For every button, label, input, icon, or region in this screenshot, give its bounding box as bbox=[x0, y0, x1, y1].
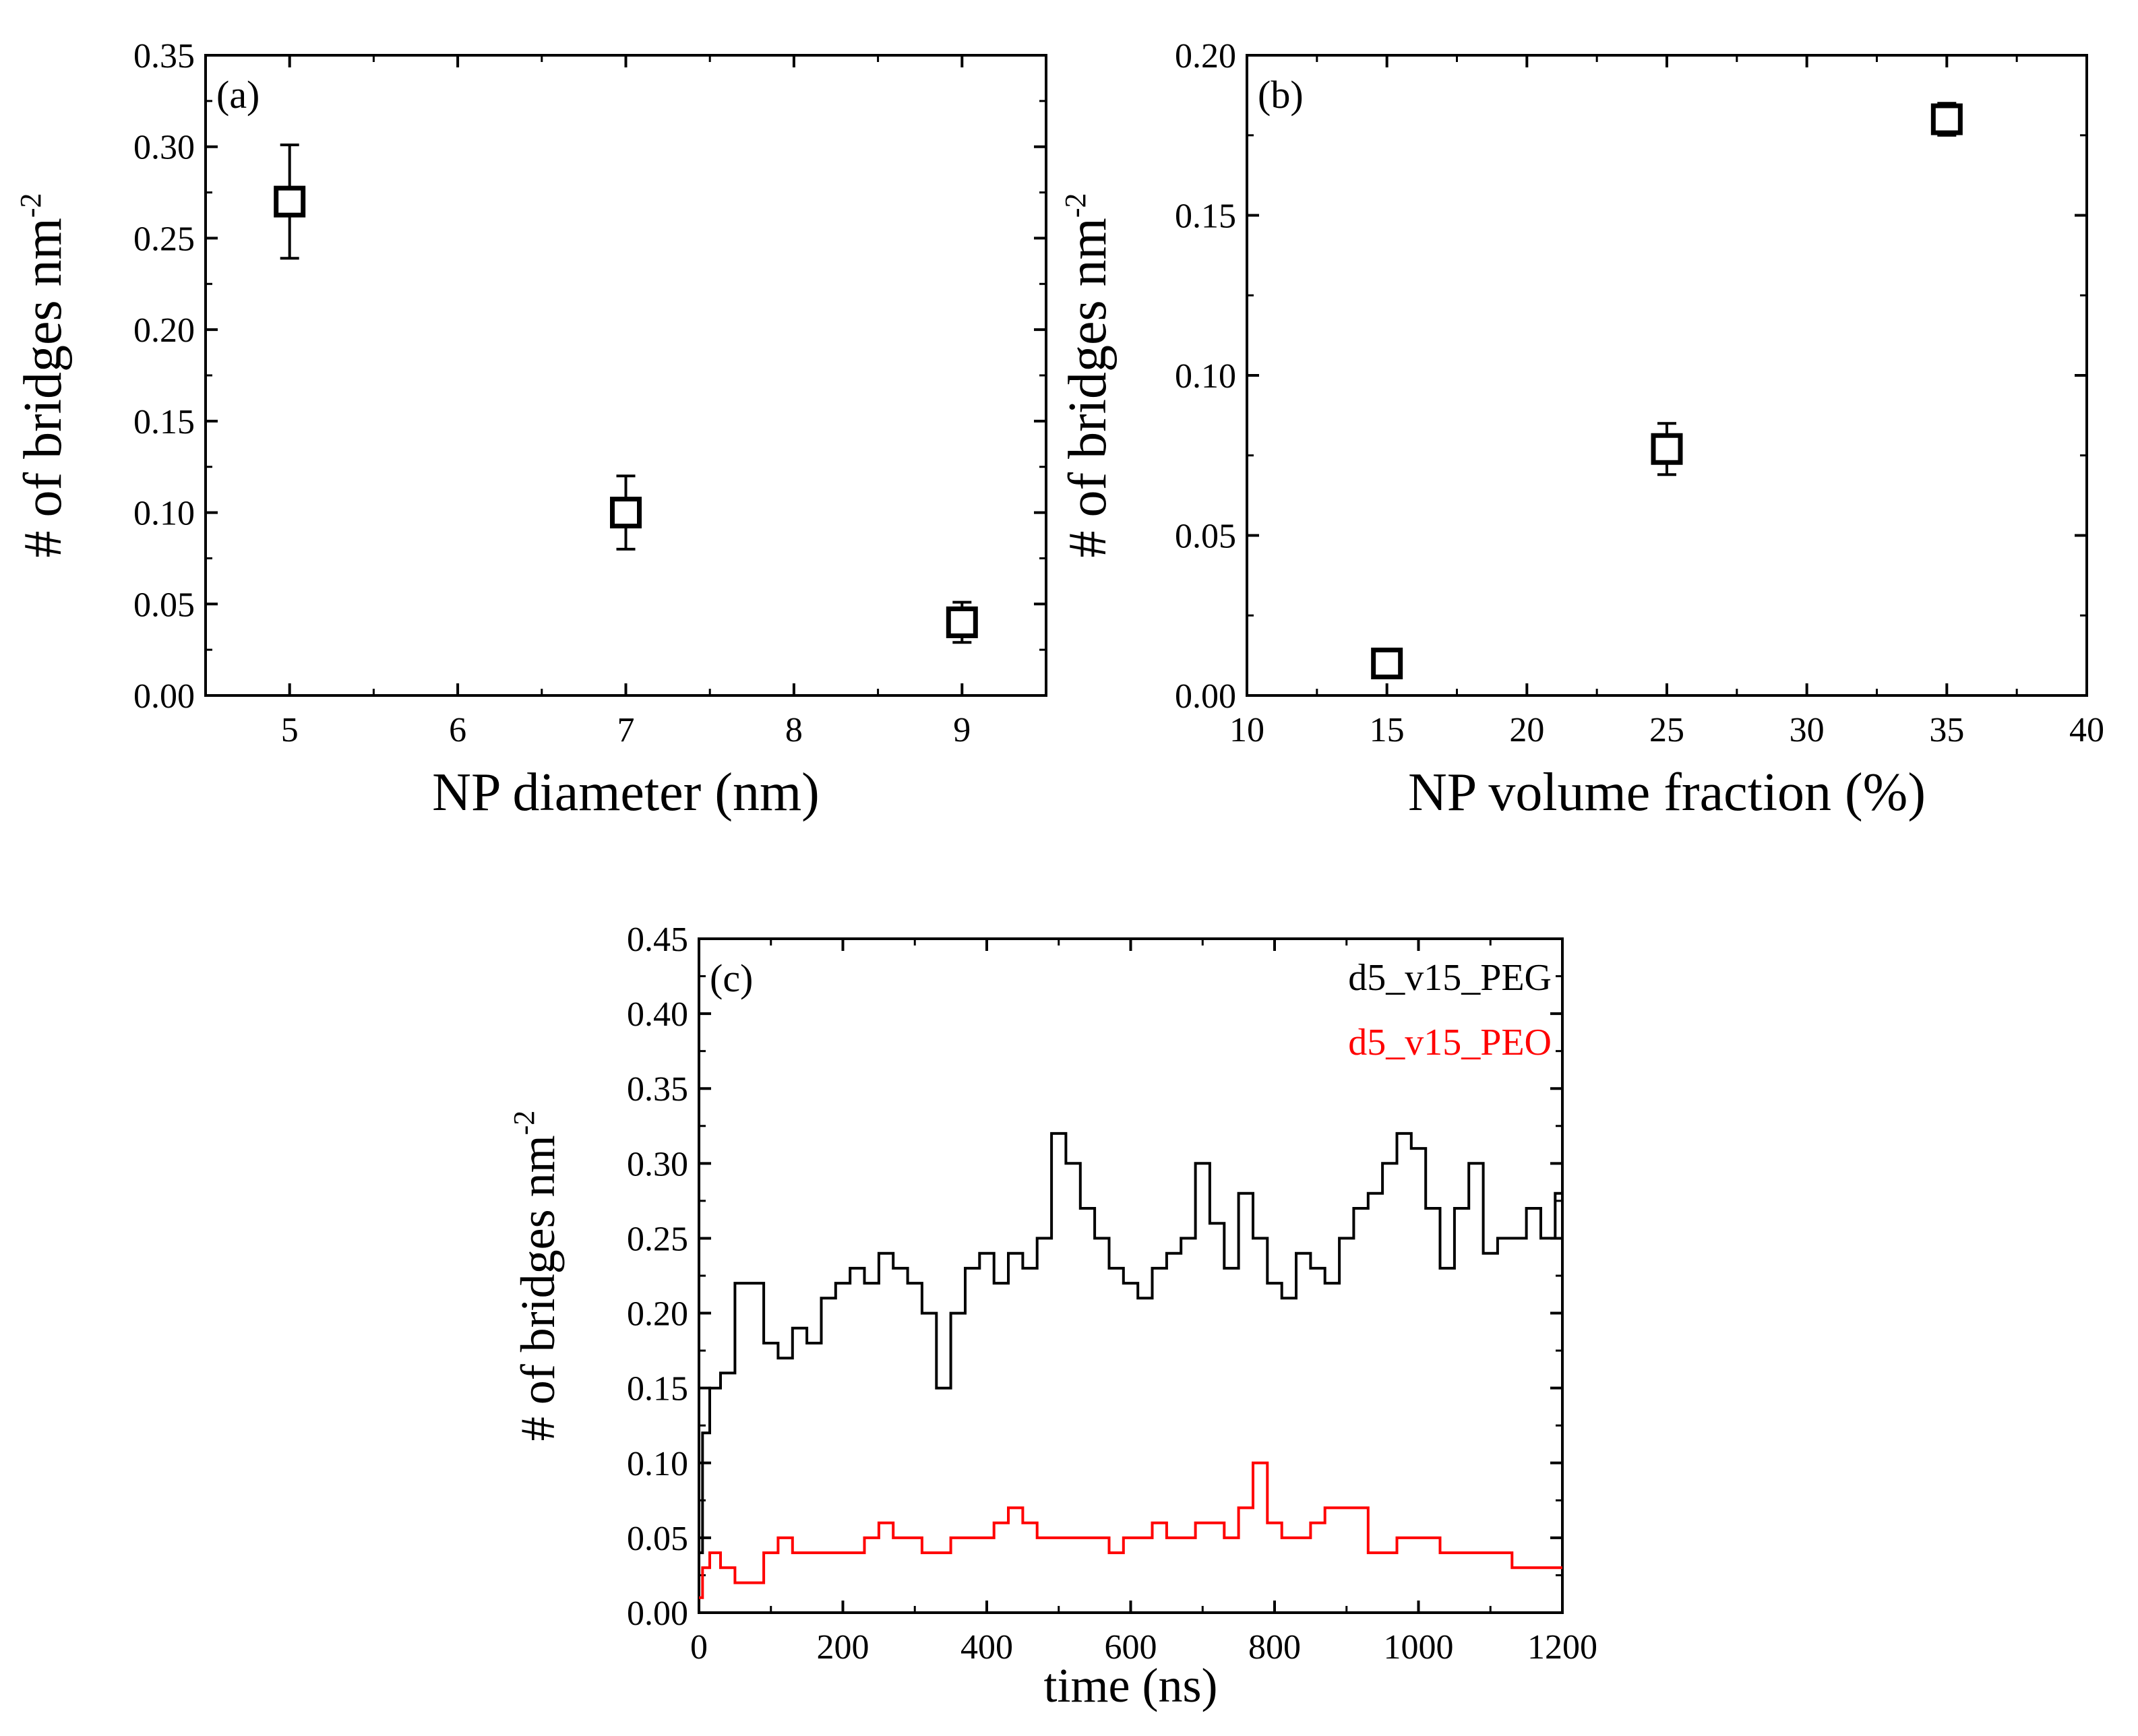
y-axis-title-main: # of bridges nm bbox=[1058, 218, 1118, 557]
y-tick-label: 0.20 bbox=[1175, 37, 1236, 75]
y-tick-label: 0.35 bbox=[133, 37, 195, 75]
x-tick-label: 5 bbox=[281, 711, 299, 749]
data-point bbox=[1930, 102, 1963, 137]
x-axis-title: time (ns) bbox=[1044, 1658, 1218, 1712]
data-point bbox=[610, 474, 642, 551]
x-tick-label: 10 bbox=[1229, 711, 1264, 749]
x-tick-label: 800 bbox=[1248, 1628, 1301, 1667]
panel-label: (a) bbox=[216, 73, 259, 117]
x-axis-title: NP diameter (nm) bbox=[432, 763, 820, 822]
panel-b: 10 15 20 25 30 35 40 0.00 0.05 0.10 0.15 0.20 NP vol… bbox=[1058, 37, 2104, 822]
x-tick-label: 9 bbox=[953, 711, 971, 749]
y-tick-label: 0.35 bbox=[627, 1070, 688, 1109]
square-marker bbox=[1930, 103, 1963, 135]
y-tick-label: 0.15 bbox=[133, 403, 195, 441]
y-axis-title: # of bridges nm-2 bbox=[508, 1111, 565, 1442]
x-tick-label: 20 bbox=[1509, 711, 1544, 749]
panel-a: 5 6 7 8 9 0.00 0.05 0.10 0.15 0.20 0.25 0.30 0.35 NP … bbox=[13, 37, 1047, 822]
x-tick-label: 25 bbox=[1649, 711, 1684, 749]
x-tick-label: 6 bbox=[449, 711, 466, 749]
data-point bbox=[274, 144, 306, 260]
y-tick-label: 0.05 bbox=[133, 586, 195, 624]
y-tick-label: 0.00 bbox=[627, 1594, 688, 1633]
square-marker bbox=[274, 185, 306, 218]
x-tick-label: 30 bbox=[1790, 711, 1825, 749]
panel-label: (c) bbox=[710, 956, 753, 1000]
y-axis-title-main: # of bridges nm bbox=[511, 1135, 565, 1441]
square-marker bbox=[610, 497, 642, 529]
y-axis-title-superscript: -2 bbox=[508, 1111, 541, 1136]
series-line-d5_v15_peo bbox=[699, 1461, 1562, 1599]
y-axis-title-superscript: -2 bbox=[14, 193, 47, 218]
data-point bbox=[1371, 648, 1403, 679]
y-tick-label: 0.45 bbox=[627, 921, 688, 959]
panel-c: 0 200 400 600 800 1000 1200 0.00 0.05 0.10 0.15 0.2… bbox=[508, 921, 1597, 1712]
x-tick-label: 35 bbox=[1929, 711, 1964, 749]
data-point bbox=[1651, 422, 1683, 476]
legend-entry: d5_v15_PEO bbox=[1348, 1022, 1552, 1063]
y-tick-label: 0.30 bbox=[133, 129, 195, 167]
y-tick-label: 0.10 bbox=[627, 1445, 688, 1483]
y-tick-label: 0.00 bbox=[1175, 677, 1236, 716]
x-tick-label: 200 bbox=[817, 1628, 869, 1667]
y-tick-label: 0.15 bbox=[1175, 197, 1236, 236]
x-tick-label: 40 bbox=[2069, 711, 2104, 749]
y-axis-title-superscript: -2 bbox=[1059, 193, 1092, 218]
y-tick-label: 0.20 bbox=[627, 1295, 688, 1334]
y-tick-label: 0.00 bbox=[133, 677, 195, 716]
y-tick-label: 0.05 bbox=[1175, 518, 1236, 556]
y-axis-title-main: # of bridges nm bbox=[13, 218, 73, 557]
series-line-d5_v15_peg bbox=[699, 1132, 1562, 1555]
square-marker bbox=[1371, 648, 1403, 679]
x-tick-label: 8 bbox=[785, 711, 803, 749]
panel-label: (b) bbox=[1258, 73, 1304, 117]
y-tick-label: 0.40 bbox=[627, 995, 688, 1034]
y-axis-title: # of bridges nm-2 bbox=[13, 193, 73, 557]
square-marker bbox=[946, 606, 978, 638]
y-tick-label: 0.25 bbox=[133, 220, 195, 258]
data-point bbox=[946, 600, 978, 644]
x-tick-label: 15 bbox=[1370, 711, 1405, 749]
y-tick-label: 0.30 bbox=[627, 1145, 688, 1183]
x-axis-title: NP volume fraction (%) bbox=[1408, 763, 1926, 822]
y-axis-title: # of bridges nm-2 bbox=[1058, 193, 1118, 557]
y-tick-label: 0.05 bbox=[627, 1520, 688, 1558]
x-tick-label: 400 bbox=[960, 1628, 1013, 1667]
y-tick-label: 0.10 bbox=[1175, 357, 1236, 396]
y-tick-label: 0.25 bbox=[627, 1220, 688, 1258]
x-tick-label: 0 bbox=[690, 1628, 708, 1667]
x-tick-label: 1200 bbox=[1527, 1628, 1597, 1667]
y-tick-label: 0.10 bbox=[133, 495, 195, 533]
square-marker bbox=[1651, 433, 1683, 465]
x-tick-label: 7 bbox=[617, 711, 635, 749]
x-tick-label: 1000 bbox=[1384, 1628, 1454, 1667]
x-tick-label: 600 bbox=[1105, 1628, 1157, 1667]
y-tick-label: 0.20 bbox=[133, 311, 195, 350]
y-tick-label: 0.15 bbox=[627, 1370, 688, 1408]
legend-entry: d5_v15_PEG bbox=[1348, 957, 1552, 999]
